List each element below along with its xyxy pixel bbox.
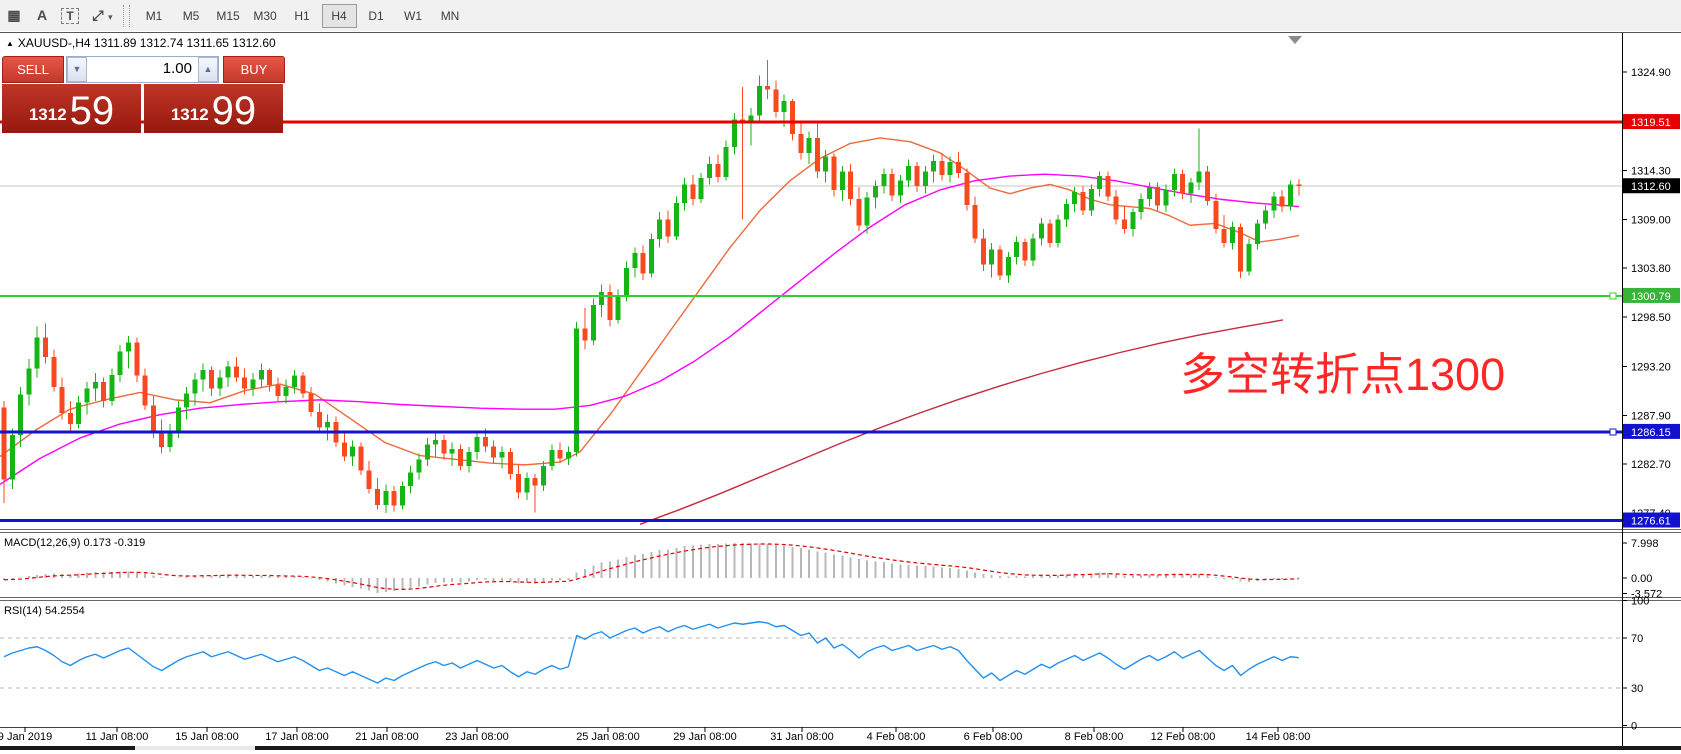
svg-text:1276.61: 1276.61 (1631, 516, 1671, 528)
collapse-arrow-icon[interactable]: ▲ (6, 39, 14, 48)
moving-averages (0, 137, 1300, 525)
macd-pane: MACD(12,26,9) 0.173 -0.319 (3, 537, 1300, 593)
svg-text:14 Feb 08:00: 14 Feb 08:00 (1246, 731, 1311, 743)
svg-text:1300.79: 1300.79 (1631, 291, 1671, 303)
timeframe-button-d1[interactable]: D1 (368, 8, 384, 23)
timeframe-buttons: M1 M5 M15 M30 H1 H4 D1 W1 MN (136, 3, 469, 28)
timeframe-button-h1[interactable]: H1 (294, 8, 310, 23)
svg-text:4 Feb 08:00: 4 Feb 08:00 (867, 731, 926, 743)
sell-price-display[interactable]: 1312 59 (2, 84, 141, 133)
svg-text:21 Jan 08:00: 21 Jan 08:00 (355, 731, 419, 743)
symbol-info: ▲ XAUUSD-,H4 1311.89 1312.74 1311.65 1312… (6, 36, 276, 50)
svg-text:9 Jan 2019: 9 Jan 2019 (0, 731, 52, 743)
timeframe-button-w1[interactable]: W1 (404, 8, 423, 23)
main-price-pane: 多空转折点1300 (0, 185, 1622, 400)
grid-f-icon[interactable]: ▦ (7, 7, 21, 23)
symbol-ohlc-text: XAUUSD-,H4 1311.89 1312.74 1311.65 1312.… (17, 36, 276, 50)
svg-text:1314.30: 1314.30 (1631, 165, 1671, 177)
svg-text:8 Feb 08:00: 8 Feb 08:00 (1065, 731, 1124, 743)
ma-fast[interactable] (0, 137, 1300, 466)
bottom-window-border (0, 746, 1681, 750)
svg-text:12 Feb 08:00: 12 Feb 08:00 (1151, 731, 1216, 743)
svg-text:0: 0 (1631, 721, 1637, 733)
svg-text:1298.50: 1298.50 (1631, 312, 1671, 324)
svg-text:17 Jan 08:00: 17 Jan 08:00 (265, 731, 329, 743)
macd-label: MACD(12,26,9) 0.173 -0.319 (4, 537, 145, 549)
shapes-icon[interactable]: ⤢ (92, 7, 104, 23)
text-box-icon[interactable]: T (57, 4, 83, 28)
rsi-pane: RSI(14) 54.2554 (0, 605, 1622, 689)
buy-price-base: 1312 (170, 105, 209, 124)
chart-canvas[interactable]: 多空转折点1300 MACD(12,26,9) 0.173 -0.319 RSI(1… (0, 31, 1681, 754)
svg-text:1303.80: 1303.80 (1631, 263, 1671, 275)
svg-text:1324.90: 1324.90 (1631, 67, 1671, 79)
svg-text:100: 100 (1631, 596, 1649, 608)
buy-price-display[interactable]: 1312 99 (144, 84, 283, 133)
sell-price-base: 1312 (28, 105, 67, 124)
timeframe-button-m15[interactable]: M15 (216, 8, 240, 23)
svg-text:23 Jan 08:00: 23 Jan 08:00 (445, 731, 509, 743)
timeframe-button-m5[interactable]: M5 (182, 8, 200, 23)
sell-button[interactable]: SELL (2, 56, 64, 83)
timeframe-button-h4[interactable]: H4 (321, 3, 357, 28)
timeframe-button-m1[interactable]: M1 (145, 8, 163, 23)
toolbar-grip[interactable] (122, 4, 130, 27)
volume-increase-button[interactable]: ▲ (198, 57, 218, 82)
ma-slow[interactable] (639, 319, 1284, 525)
svg-text:0.00: 0.00 (1631, 573, 1652, 585)
svg-text:1286.15: 1286.15 (1631, 427, 1671, 439)
svg-text:7.998: 7.998 (1631, 538, 1659, 550)
svg-text:30: 30 (1631, 683, 1643, 695)
svg-text:1287.90: 1287.90 (1631, 411, 1671, 423)
svg-text:1309.00: 1309.00 (1631, 215, 1671, 227)
chart-shift-marker-icon[interactable] (1288, 36, 1302, 44)
svg-text:1293.20: 1293.20 (1631, 361, 1671, 373)
buy-price-pips: 99 (211, 89, 257, 133)
annotation-text[interactable]: 多空转折点1300 (1180, 349, 1505, 400)
toolbar: ▦ A T ⤢ ▾ M1 M5 M15 M30 H1 H4 D1 W1 MN (0, 0, 1681, 32)
rsi-line (3, 621, 1299, 684)
svg-text:15 Jan 08:00: 15 Jan 08:00 (175, 731, 239, 743)
sell-price-pips: 59 (69, 89, 115, 133)
svg-text:1282.70: 1282.70 (1631, 459, 1671, 471)
svg-text:1319.51: 1319.51 (1631, 117, 1671, 129)
support-line-2-handle[interactable] (1609, 428, 1617, 436)
toolbar-icons: ▦ A T ⤢ ▾ (0, 3, 113, 28)
text-a-icon[interactable]: A (36, 7, 48, 23)
one-click-trading-panel: SELL ▼ 1.00 ▲ BUY 1312 59 1312 99 (2, 56, 285, 133)
candlestick-series (1, 59, 1302, 514)
price-axis[interactable]: 1324.90 1314.30 1309.00 1303.80 1298.50 1293.… (1622, 67, 1680, 733)
pane-borders (0, 32, 1681, 746)
time-axis[interactable]: 9 Jan 2019 11 Jan 08:00 15 Jan 08:00 17 Jan… (0, 727, 1310, 743)
svg-text:70: 70 (1631, 633, 1643, 645)
svg-text:-3.572: -3.572 (1631, 589, 1662, 601)
svg-text:25 Jan 08:00: 25 Jan 08:00 (576, 731, 640, 743)
svg-text:31 Jan 08:00: 31 Jan 08:00 (770, 731, 834, 743)
support-line-handle[interactable] (1609, 292, 1617, 300)
macd-signal-line (3, 543, 1299, 590)
volume-decrease-button[interactable]: ▼ (67, 57, 87, 82)
chevron-down-icon[interactable]: ▾ (108, 12, 113, 22)
buy-button[interactable]: BUY (223, 56, 285, 83)
timeframe-button-m30[interactable]: M30 (253, 8, 277, 23)
svg-text:6 Feb 08:00: 6 Feb 08:00 (964, 731, 1023, 743)
rsi-label: RSI(14) 54.2554 (4, 605, 85, 617)
volume-stepper: ▼ 1.00 ▲ (66, 56, 219, 83)
svg-text:1312.60: 1312.60 (1631, 181, 1671, 193)
timeframe-button-mn[interactable]: MN (440, 8, 460, 23)
svg-text:11 Jan 08:00: 11 Jan 08:00 (86, 731, 149, 743)
svg-text:29 Jan 08:00: 29 Jan 08:00 (673, 731, 737, 743)
volume-value[interactable]: 1.00 (162, 60, 192, 77)
ma-mid[interactable] (0, 173, 1300, 485)
